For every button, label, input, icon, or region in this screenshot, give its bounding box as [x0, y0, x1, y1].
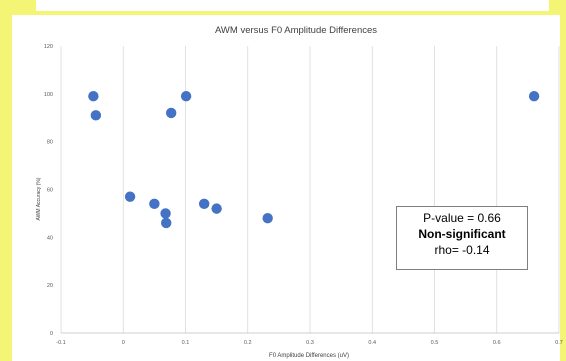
data-point-1 [90, 110, 102, 121]
x-tick-label-7: 0.6 [493, 340, 501, 346]
p-value-text: P-value = 0.66 [423, 211, 501, 225]
y-tick-label-0: 0 [50, 331, 53, 337]
x-tick-label-5: 0.4 [368, 340, 376, 346]
data-point-10 [262, 213, 273, 224]
y-axis-label: AWM Accuracy (%) [36, 177, 42, 220]
y-tick-label-5: 100 [44, 92, 53, 98]
data-point-7 [180, 91, 192, 102]
data-point-11 [528, 91, 540, 102]
x-tick-label-6: 0.5 [431, 340, 439, 346]
x-tick-label-1: 0 [122, 340, 125, 346]
y-tick-label-4: 80 [47, 140, 53, 146]
chart-card [12, 15, 560, 361]
x-tick-label-0: -0.1 [56, 340, 65, 346]
x-tick-label-8: 0.7 [555, 340, 563, 346]
stats-annotation: P-value = 0.66 Non-significant rho= -0.1… [396, 206, 528, 270]
y-tick-label-1: 20 [47, 283, 53, 289]
data-point-0 [88, 91, 99, 102]
chart-title: AWM versus F0 Amplitude Differences [215, 25, 377, 36]
data-point-9 [211, 203, 222, 214]
data-point-5 [161, 217, 172, 229]
x-tick-label-2: 0.1 [182, 340, 190, 346]
y-tick-label-2: 40 [47, 235, 53, 241]
y-tick-label-6: 120 [44, 44, 53, 50]
significance-text: Non-significant [418, 227, 506, 241]
data-point-3 [149, 198, 160, 210]
y-tick-label-3: 60 [47, 188, 53, 194]
data-point-2 [124, 191, 136, 202]
top-strip [36, 0, 549, 11]
rho-text: rho= -0.14 [434, 243, 490, 257]
x-tick-label-3: 0.2 [244, 340, 252, 346]
data-point-4 [160, 208, 171, 219]
x-tick-label-4: 0.3 [306, 340, 314, 346]
data-point-8 [198, 198, 210, 210]
x-axis-label: F0 Amplitude Differences (uV) [269, 353, 349, 359]
data-point-6 [165, 107, 177, 119]
